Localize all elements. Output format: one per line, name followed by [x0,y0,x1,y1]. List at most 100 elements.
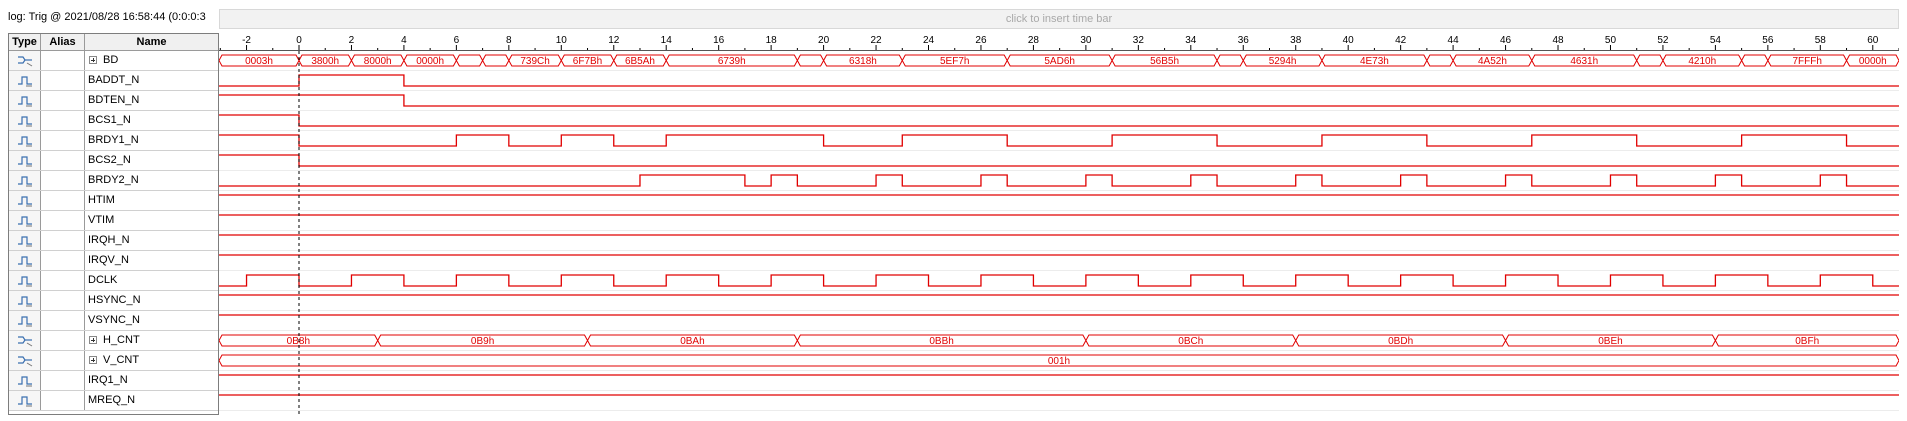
signal-name: BRDY1_N [85,131,218,150]
tick-label: 50 [1605,35,1617,46]
log-title: log: Trig @ 2021/08/28 16:58:44 (0:0:0:3 [8,11,206,23]
tick-label: 10 [556,35,568,46]
tick-label: 36 [1238,35,1250,46]
alias-cell [41,391,85,410]
tick-label: 6 [454,35,460,46]
bus-value-label: 4210h [1688,56,1716,67]
signal-icon[interactable] [16,73,34,88]
signal-row[interactable]: BCS1_N [9,111,218,131]
bus-value-label: 0B8h [287,336,310,347]
signal-label: BCS1_N [88,114,131,126]
time-ruler[interactable]: -2 0 2 4 6 8 10 12 14 16 18 20 22 24 26 28 30 32 34 36 38 40 4… [219,33,1899,51]
signal-row[interactable]: MREQ_N [9,391,218,411]
waveform-canvas[interactable]: 0003h 3800h 8000h 0000h 739Ch 6F7Bh 6B5Ah 6739h… [219,51,1899,415]
bus-value-label: 4A52h [1478,56,1507,67]
signal-name: BCS2_N [85,151,218,170]
digital-trace [219,114,1899,127]
bus-segment [1741,54,1769,67]
expand-icon[interactable] [89,336,97,344]
type-cell [9,171,41,190]
signal-icon[interactable] [16,213,34,228]
signal-name: BCS1_N [85,111,218,130]
signal-icon[interactable] [16,133,34,148]
tick-label: 40 [1343,35,1355,46]
type-cell [9,391,41,410]
insert-time-bar-area[interactable]: click to insert time bar [219,9,1899,29]
expand-icon[interactable] [89,356,97,364]
signal-icon[interactable] [16,253,34,268]
bus-icon[interactable] [16,333,34,348]
type-cell [9,251,41,270]
alias-cell [41,71,85,90]
bus-value-label: 4631h [1570,56,1598,67]
signal-name: MREQ_N [85,391,218,410]
signal-row[interactable]: V_CNT [9,351,218,371]
waveform-row [219,274,1899,291]
signal-row[interactable]: VTIM [9,211,218,231]
signal-row[interactable]: H_CNT [9,331,218,351]
bus-value-label: 4E73h [1360,56,1389,67]
signal-icon[interactable] [16,313,34,328]
signal-label: BRDY1_N [88,134,139,146]
signal-icon[interactable] [16,193,34,208]
signal-icon[interactable] [16,173,34,188]
signal-row[interactable]: HTIM [9,191,218,211]
column-header-alias[interactable]: Alias [41,34,85,51]
signal-icon[interactable] [16,153,34,168]
tick-label: 56 [1762,35,1774,46]
waveform-row [219,294,1899,311]
waveform-row [219,174,1899,191]
alias-cell [41,111,85,130]
waveform-row [219,114,1899,131]
signal-row[interactable]: VSYNC_N [9,311,218,331]
signal-row[interactable]: IRQV_N [9,251,218,271]
bus-value-label: 6318h [849,56,877,67]
bus-icon[interactable] [16,53,34,68]
signal-row[interactable]: BADDT_N [9,71,218,91]
tick-label: 4 [401,35,407,46]
alias-cell [41,371,85,390]
tick-label: 44 [1448,35,1460,46]
type-cell [9,91,41,110]
signal-label: IRQV_N [88,254,129,266]
alias-cell [41,211,85,230]
signal-icon[interactable] [16,233,34,248]
tick-label: 30 [1080,35,1092,46]
type-cell [9,151,41,170]
signal-row[interactable]: BRDY2_N [9,171,218,191]
expand-icon[interactable] [89,56,97,64]
column-header-name[interactable]: Name [85,34,218,51]
signal-name: VTIM [85,211,218,230]
bus-value-label: 56B5h [1150,56,1179,67]
digital-trace [219,274,1899,287]
signal-icon[interactable] [16,373,34,388]
tick-label: 20 [818,35,830,46]
signal-row[interactable]: BCS2_N [9,151,218,171]
tick-label: 0 [296,35,302,46]
signal-icon[interactable] [16,93,34,108]
signal-row[interactable]: IRQ1_N [9,371,218,391]
signal-icon[interactable] [16,273,34,288]
signal-row[interactable]: BDTEN_N [9,91,218,111]
type-cell [9,211,41,230]
signal-icon[interactable] [16,393,34,408]
signal-label: HSYNC_N [88,294,141,306]
signal-row[interactable]: BD [9,51,218,71]
signal-icon[interactable] [16,113,34,128]
signal-row[interactable]: DCLK [9,271,218,291]
bus-segment [1714,334,1899,347]
tick-label: 54 [1710,35,1722,46]
type-cell [9,231,41,250]
signal-icon[interactable] [16,293,34,308]
signal-label: V_CNT [103,354,140,366]
bus-value-label: 6F7Bh [573,56,602,67]
signal-row[interactable]: IRQH_N [9,231,218,251]
alias-cell [41,171,85,190]
digital-trace [219,174,1899,187]
waveform-row: 0003h 3800h 8000h 0000h 739Ch 6F7Bh 6B5Ah 6739h… [219,54,1899,71]
column-header-type[interactable]: Type [9,34,41,51]
bus-icon[interactable] [16,353,34,368]
bus-value-label: 5EF7h [940,56,969,67]
signal-row[interactable]: HSYNC_N [9,291,218,311]
signal-row[interactable]: BRDY1_N [9,131,218,151]
